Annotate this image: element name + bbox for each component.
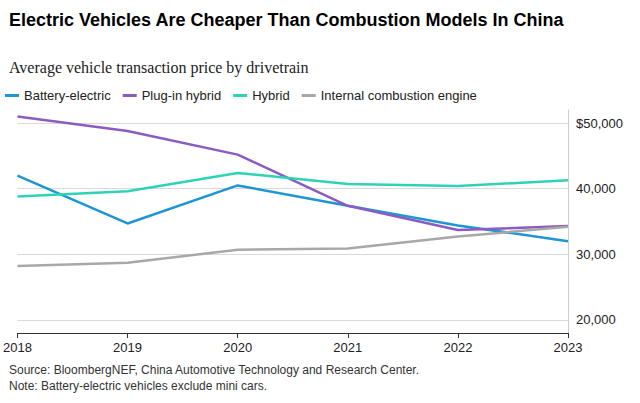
svg-text:2020: 2020 (223, 340, 252, 355)
svg-text:2018: 2018 (3, 340, 32, 355)
svg-text:Internal combustion engine: Internal combustion engine (321, 88, 477, 103)
svg-text:40,000: 40,000 (576, 181, 616, 196)
svg-text:Hybrid: Hybrid (252, 88, 290, 103)
svg-text:Average vehicle transaction pr: Average vehicle transaction price by dri… (9, 59, 309, 77)
svg-text:2023: 2023 (554, 340, 583, 355)
svg-text:Source: BloombergNEF, China Au: Source: BloombergNEF, China Automotive T… (9, 363, 419, 377)
svg-text:2019: 2019 (113, 340, 142, 355)
svg-text:Note: Battery-electric vehicle: Note: Battery-electric vehicles exclude … (9, 379, 267, 393)
svg-text:2021: 2021 (333, 340, 362, 355)
svg-text:$50,000: $50,000 (576, 116, 623, 131)
svg-text:Plug-in hybrid: Plug-in hybrid (142, 88, 222, 103)
svg-text:Electric Vehicles Are Cheaper: Electric Vehicles Are Cheaper Than Combu… (9, 10, 564, 30)
svg-text:Battery-electric: Battery-electric (24, 88, 111, 103)
svg-text:2022: 2022 (443, 340, 472, 355)
svg-text:30,000: 30,000 (576, 247, 616, 262)
svg-text:20,000: 20,000 (576, 312, 616, 327)
